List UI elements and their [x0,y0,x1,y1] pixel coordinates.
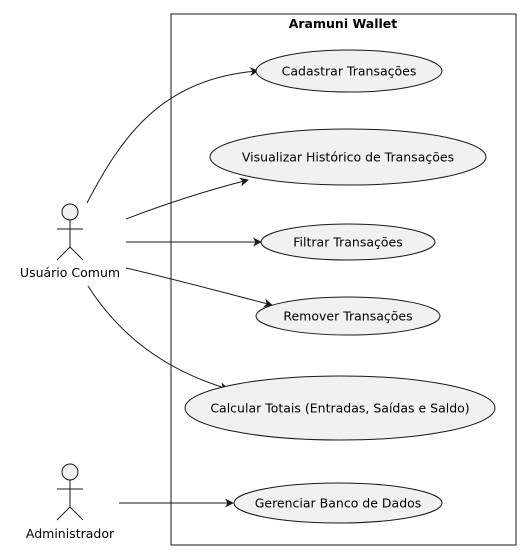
association-usuario-cadastrar [86,67,259,204]
use-case-shape [255,296,441,336]
use-case-calcular: Calcular Totais (Entradas, Saídas e Sald… [184,375,496,441]
actor-administrador: Administrador [26,463,115,541]
associations [86,67,273,508]
use-case-label: Remover Transações [283,309,412,324]
actor-right-leg [69,506,84,521]
system-boundary: Aramuni Wallet [170,13,517,546]
use-case-label: Calcular Totais (Entradas, Saídas e Sald… [210,401,469,416]
association-usuario-remover [125,267,273,308]
use-case-shape [209,128,487,186]
use-case-shape [184,375,496,441]
use-case-label: Visualizar Histórico de Transações [242,150,454,165]
system-boundary-box [170,13,517,546]
use-case-shape [255,49,443,93]
association-usuario-calcular [87,285,229,391]
system-title: Aramuni Wallet [289,16,398,31]
actor-name: Usuário Comum [20,265,120,280]
use-case-filtrar: Filtrar Transações [260,223,436,261]
use-case-remover: Remover Transações [255,296,441,336]
use-case-shape [233,482,443,524]
actor-head [61,463,79,481]
actor-left-leg [56,246,71,261]
association-usuario-visualizar [125,177,249,220]
actor-name: Administrador [26,526,115,541]
use-case-label: Filtrar Transações [293,235,402,250]
actor-left-leg [56,506,71,521]
use-case-label: Gerenciar Banco de Dados [255,496,422,511]
actor-head [61,203,79,221]
actor-right-leg [69,246,84,261]
use-case-cadastrar: Cadastrar Transações [255,49,443,93]
use-case-visualizar: Visualizar Histórico de Transações [209,128,487,186]
use-case-label: Cadastrar Transações [282,64,417,79]
use-case-gerenciar: Gerenciar Banco de Dados [233,482,443,524]
actor-usuario-comum: Usuário Comum [20,203,120,280]
use-case-shape [260,223,436,261]
